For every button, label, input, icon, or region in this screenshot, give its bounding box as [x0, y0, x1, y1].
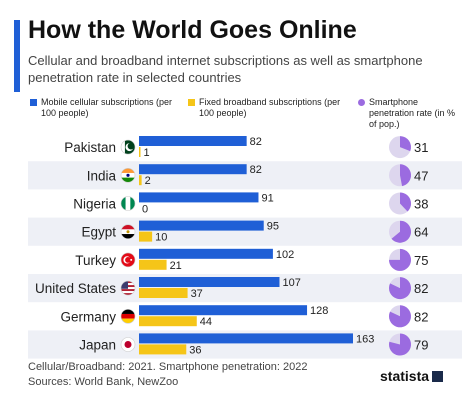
label-mobile-0: 82 — [250, 136, 262, 148]
pie-slice-5 — [389, 277, 411, 300]
label-mobile-6: 128 — [310, 305, 328, 317]
bar-fixed-7 — [139, 344, 187, 355]
legend-label-fixed: Fixed broadband subscriptions (per 100 p… — [199, 97, 341, 118]
legend-swatch-smartphone — [358, 99, 365, 106]
label-fixed-7: 36 — [189, 344, 201, 356]
label-fixed-3: 10 — [155, 232, 167, 244]
label-mobile-7: 163 — [356, 333, 374, 345]
title-accent-bar — [14, 20, 20, 92]
label-smartphone-6: 82 — [414, 309, 428, 324]
label-mobile-1: 82 — [250, 164, 262, 176]
bar-mobile-3 — [139, 220, 264, 231]
category-label-4: Turkey — [75, 253, 116, 268]
pakistan-flag-icon — [120, 139, 136, 155]
category-label-2: Nigeria — [73, 197, 116, 212]
bar-fixed-4 — [139, 259, 167, 270]
footer: Cellular/Broadband: 2021. Smartphone pen… — [28, 360, 307, 390]
label-smartphone-1: 47 — [414, 168, 428, 183]
category-label-3: Egypt — [81, 225, 116, 240]
bar-mobile-5 — [139, 277, 280, 287]
bar-mobile-6 — [139, 305, 308, 316]
pie-slice-2 — [400, 192, 412, 212]
chart-subtitle: Cellular and broadband internet subscrip… — [28, 53, 423, 85]
category-label-5: United States — [35, 281, 116, 296]
label-fixed-6: 44 — [200, 316, 212, 328]
bar-mobile-2 — [139, 192, 259, 203]
bar-mobile-4 — [139, 248, 273, 259]
label-smartphone-7: 79 — [414, 338, 428, 353]
chart-title: How the World Goes Online — [28, 16, 357, 44]
label-fixed-1: 2 — [145, 175, 151, 187]
nigeria-flag-icon — [120, 196, 136, 211]
label-mobile-4: 102 — [276, 249, 294, 261]
label-fixed-5: 37 — [191, 288, 203, 300]
bar-mobile-0 — [139, 136, 247, 146]
turkey-flag-icon — [120, 252, 136, 268]
category-label-7: Japan — [79, 338, 116, 353]
pie-slice-0 — [400, 136, 411, 152]
category-label-6: Germany — [60, 309, 116, 324]
pie-slice-4 — [389, 248, 411, 271]
pie-slice-7 — [389, 333, 412, 356]
japan-flag-icon — [120, 337, 136, 352]
label-smartphone-2: 38 — [414, 197, 428, 212]
bar-fixed-6 — [139, 316, 197, 327]
label-smartphone-0: 31 — [414, 140, 428, 155]
statista-logo: statista — [380, 368, 444, 384]
bar-fixed-3 — [139, 231, 153, 242]
label-smartphone-3: 64 — [414, 225, 428, 240]
label-mobile-2: 91 — [261, 192, 273, 204]
label-smartphone-5: 82 — [414, 281, 428, 296]
label-fixed-0: 1 — [144, 147, 150, 159]
label-mobile-3: 95 — [267, 221, 279, 233]
pie-slice-1 — [400, 164, 412, 187]
bar-mobile-1 — [139, 164, 247, 175]
logo-mark-icon — [432, 371, 444, 382]
label-fixed-2: 0 — [142, 203, 148, 215]
legend-label-smartphone: Smartphone penetration rate (in % of pop… — [369, 97, 456, 129]
india-flag-icon — [120, 168, 136, 183]
bar-fixed-5 — [139, 288, 188, 298]
bar-fixed-0 — [139, 147, 141, 157]
germany-flag-icon — [120, 308, 136, 324]
usa-flag-icon — [120, 280, 136, 296]
label-fixed-4: 21 — [170, 260, 182, 272]
label-mobile-5: 107 — [282, 277, 300, 289]
logo-text: statista — [380, 368, 430, 384]
legend-swatch-fixed — [188, 99, 195, 106]
category-label-0: Pakistan — [64, 140, 116, 155]
bar-mobile-7 — [139, 333, 353, 344]
legend-label-mobile: Mobile cellular subscriptions (per 100 p… — [41, 97, 173, 118]
pie-slice-6 — [389, 305, 411, 328]
footer-sources: Sources: World Bank, NewZoo — [28, 376, 179, 388]
footer-note: Cellular/Broadband: 2021. Smartphone pen… — [28, 361, 308, 373]
label-smartphone-4: 75 — [414, 253, 428, 268]
legend-swatch-mobile — [30, 99, 37, 106]
pie-slice-3 — [391, 220, 411, 243]
bar-fixed-1 — [139, 175, 142, 186]
category-label-1: India — [87, 168, 117, 183]
egypt-flag-icon — [120, 224, 136, 239]
